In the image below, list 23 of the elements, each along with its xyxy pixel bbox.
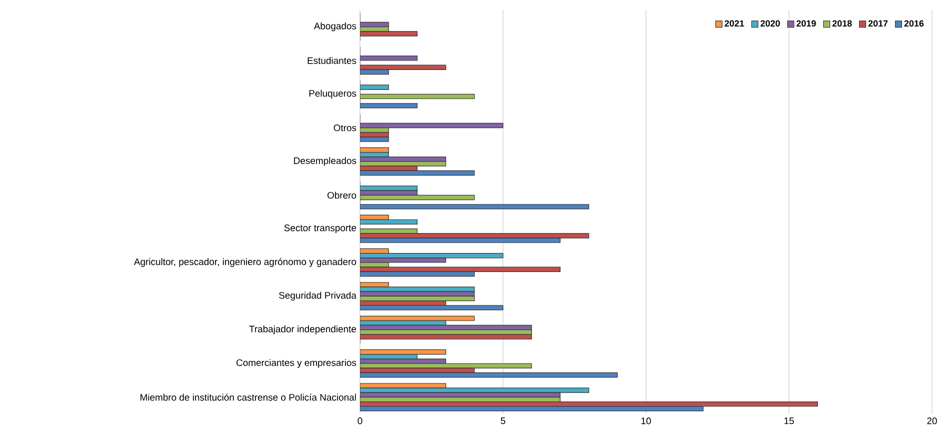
y-tick-label: Peluqueros xyxy=(309,90,356,99)
y-tick-label: Estudiantes xyxy=(308,57,356,64)
x-tick-label: 10 xyxy=(641,418,651,424)
legend-label: 2017 xyxy=(868,20,888,27)
y-tick-label: Agricultor, pescador, ingeniero agrónomo y ganadero xyxy=(134,258,356,267)
y-tick-label: Desempleados xyxy=(294,157,356,166)
y-tick-label: Sector transporte xyxy=(284,224,356,234)
y-tick-label: Miembro de institución castrense o Policía Nacional xyxy=(140,394,356,401)
x-tick-label: 15 xyxy=(784,418,794,424)
legend-label: 2019 xyxy=(796,20,816,27)
y-tick-label: Obrero xyxy=(327,192,356,199)
y-tick-label: Trabajador independiente xyxy=(249,325,356,334)
legend-label: 2016 xyxy=(904,20,924,27)
legend-label: 2020 xyxy=(760,20,780,27)
y-tick-label: Abogados xyxy=(314,22,356,32)
x-tick-label: 0 xyxy=(358,418,362,424)
y-tick-label: Comerciantes y empresarios xyxy=(236,359,356,368)
y-tick-label: Seguridad Privada xyxy=(279,292,356,301)
x-tick-label: 20 xyxy=(927,418,937,424)
legend-label: 2018 xyxy=(832,20,852,27)
legend-label: 2021 xyxy=(724,20,744,27)
y-tick-label: Otros xyxy=(334,124,356,132)
x-tick-label: 5 xyxy=(500,418,506,424)
